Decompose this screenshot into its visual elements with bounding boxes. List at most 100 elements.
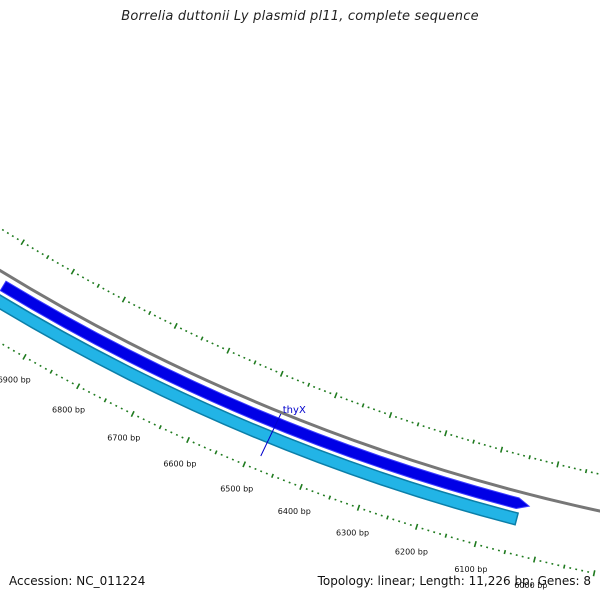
minor-tick [345,502,349,505]
minor-tick [288,481,291,484]
genes-label: Genes: [537,574,580,588]
feature-gene-thyx[interactable] [0,294,520,526]
minor-tick [367,406,370,409]
minor-tick [86,279,90,282]
minor-tick [232,351,235,355]
feature-label-thyx[interactable]: thyX [283,405,306,416]
major-tick [186,436,191,444]
minor-tick [164,319,167,322]
major-tick [499,446,504,453]
map-title: Borrelia duttonii Ly plasmid pl11, compl… [121,9,479,24]
minor-tick [275,370,278,373]
minor-tick [472,439,475,444]
minor-tick [312,385,316,388]
minor-tick [190,332,193,335]
minor-tick [237,354,241,357]
minor-tick [243,356,246,359]
minor-tick [103,398,107,403]
minor-tick [253,360,257,365]
minor-tick [33,361,37,365]
minor-tick [563,564,566,569]
minor-tick [153,423,156,426]
minor-tick [51,258,54,262]
minor-tick [112,292,115,296]
minor-tick [318,387,321,391]
minor-tick [138,306,141,309]
major-tick [356,504,361,511]
minor-tick [102,287,105,290]
minor-tick [92,281,95,285]
minor-tick [126,410,129,413]
length-label: Length: [419,574,465,588]
minor-tick [137,415,140,418]
minor-tick [28,358,32,362]
major-tick [473,540,477,548]
minor-tick [109,401,112,405]
minor-tick [340,500,343,503]
major-tick [444,430,448,437]
topology-value: linear [377,574,412,588]
major-tick [533,556,536,563]
length-value: 11,226 bp [468,574,530,588]
minor-tick [44,367,48,370]
minor-tick [226,456,229,459]
minor-tick [317,492,320,495]
minor-tick [383,412,387,415]
minor-tick [148,420,151,424]
minor-tick [179,327,183,330]
minor-tick [185,329,188,333]
topology-label: Topology: [317,574,374,588]
minor-tick [328,495,332,500]
minor-tick [400,417,403,420]
minor-tick [87,390,91,394]
minor-tick [93,393,96,396]
minor-tick [1,228,5,232]
minor-tick [411,421,414,424]
minor-tick [259,363,262,366]
minor-tick [269,368,273,371]
minor-tick [302,381,305,384]
minor-tick [153,314,157,317]
outer-tick-ring [2,343,596,577]
accession-label: Accession: [9,574,73,588]
major-tick [414,523,419,530]
tick-label: 6400 bp [278,507,311,516]
major-tick [226,347,231,354]
minor-tick [231,458,235,461]
minor-tick [117,295,120,298]
minor-tick [55,373,58,376]
tick-label: 6500 bp [220,484,253,493]
tick-label: 6300 bp [336,528,369,537]
minor-tick [71,382,74,385]
minor-tick [2,343,5,346]
tick-label: 6800 bp [52,405,85,414]
feature-cds-thyx[interactable] [0,280,531,510]
minor-tick [76,273,80,276]
minor-tick [61,264,64,268]
minor-tick [115,404,118,407]
major-tick [299,483,303,490]
minor-tick [374,512,378,515]
minor-tick [305,488,308,491]
minor-tick [60,376,64,379]
minor-tick [175,433,179,437]
minor-tick [220,453,223,456]
minor-tick [127,301,131,304]
feature-label-leader [260,413,282,457]
minor-tick [41,253,44,256]
minor-tick [203,446,206,449]
minor-tick [254,467,257,471]
minor-tick [351,504,354,507]
minor-tick [181,436,184,439]
accession-info: Accession: NC_011224 [9,574,145,588]
genes-value: 8 [583,574,591,588]
minor-tick [16,238,19,241]
minor-tick [294,483,297,486]
minor-tick [49,369,53,374]
minor-tick [6,231,10,235]
minor-tick [209,448,212,452]
minor-tick [221,347,225,350]
minor-tick [158,425,162,430]
minor-tick [26,244,29,247]
